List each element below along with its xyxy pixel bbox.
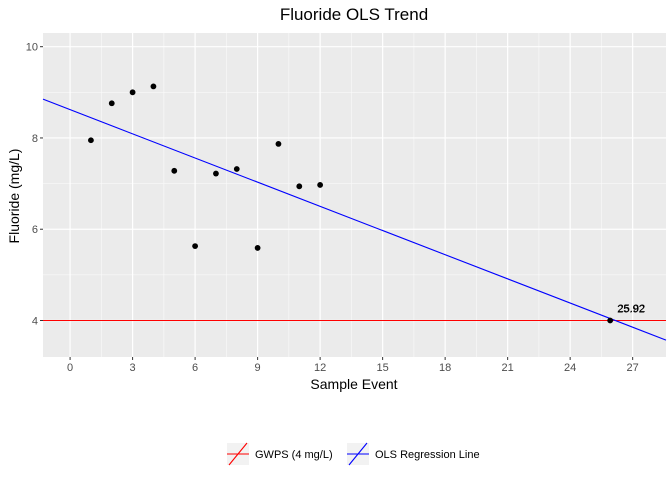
x-tick-label: 18 xyxy=(439,362,451,374)
intersection-label: 25.92 xyxy=(617,303,645,315)
x-tick-label: 21 xyxy=(502,362,514,374)
legend: GWPS (4 mg/L) OLS Regression Line xyxy=(227,442,480,466)
x-axis-title: Sample Event xyxy=(310,376,397,392)
data-point xyxy=(129,89,136,96)
data-point xyxy=(108,100,115,107)
y-tick-label: 4 xyxy=(32,315,38,327)
y-axis-ticks: 4 6 8 10 xyxy=(26,42,43,327)
data-point xyxy=(317,182,324,188)
x-tick-label: 0 xyxy=(67,362,73,374)
legend-label-ols: OLS Regression Line xyxy=(375,449,480,461)
x-tick-label: 12 xyxy=(314,362,326,374)
x-tick-label: 24 xyxy=(564,362,576,374)
y-axis-title: Fluoride (mg/L) xyxy=(6,149,22,244)
x-tick-label: 6 xyxy=(192,362,198,374)
plot-panel xyxy=(43,33,666,357)
x-tick-label: 3 xyxy=(130,362,136,374)
legend-ols-diag xyxy=(348,442,368,466)
data-point xyxy=(150,83,157,90)
y-tick-label: 10 xyxy=(26,42,38,54)
x-tick-label: 9 xyxy=(255,362,261,374)
data-point xyxy=(213,170,219,177)
y-tick-label: 6 xyxy=(32,224,38,236)
x-tick-label: 15 xyxy=(377,362,389,374)
data-points xyxy=(88,83,614,324)
data-point xyxy=(275,140,282,147)
intersection-label-overlay: 25.92 xyxy=(618,303,646,315)
data-point xyxy=(192,243,199,250)
trend-lines xyxy=(42,98,667,341)
x-axis-ticks: 0 3 6 9 12 15 18 21 24 27 xyxy=(67,357,639,374)
legend-label-gwps: GWPS (4 mg/L) xyxy=(255,449,333,461)
chart-title: Fluoride OLS Trend xyxy=(280,5,428,24)
data-point xyxy=(607,317,614,324)
data-point xyxy=(88,137,94,144)
x-tick-label: 27 xyxy=(627,362,639,374)
legend-gwps-diag xyxy=(228,442,248,466)
data-point xyxy=(171,167,178,174)
ols-regression-line xyxy=(42,98,667,341)
data-point xyxy=(254,245,261,251)
y-tick-label: 8 xyxy=(32,133,38,145)
data-point xyxy=(296,183,303,190)
grid-minor xyxy=(43,33,666,357)
data-point xyxy=(233,166,240,172)
